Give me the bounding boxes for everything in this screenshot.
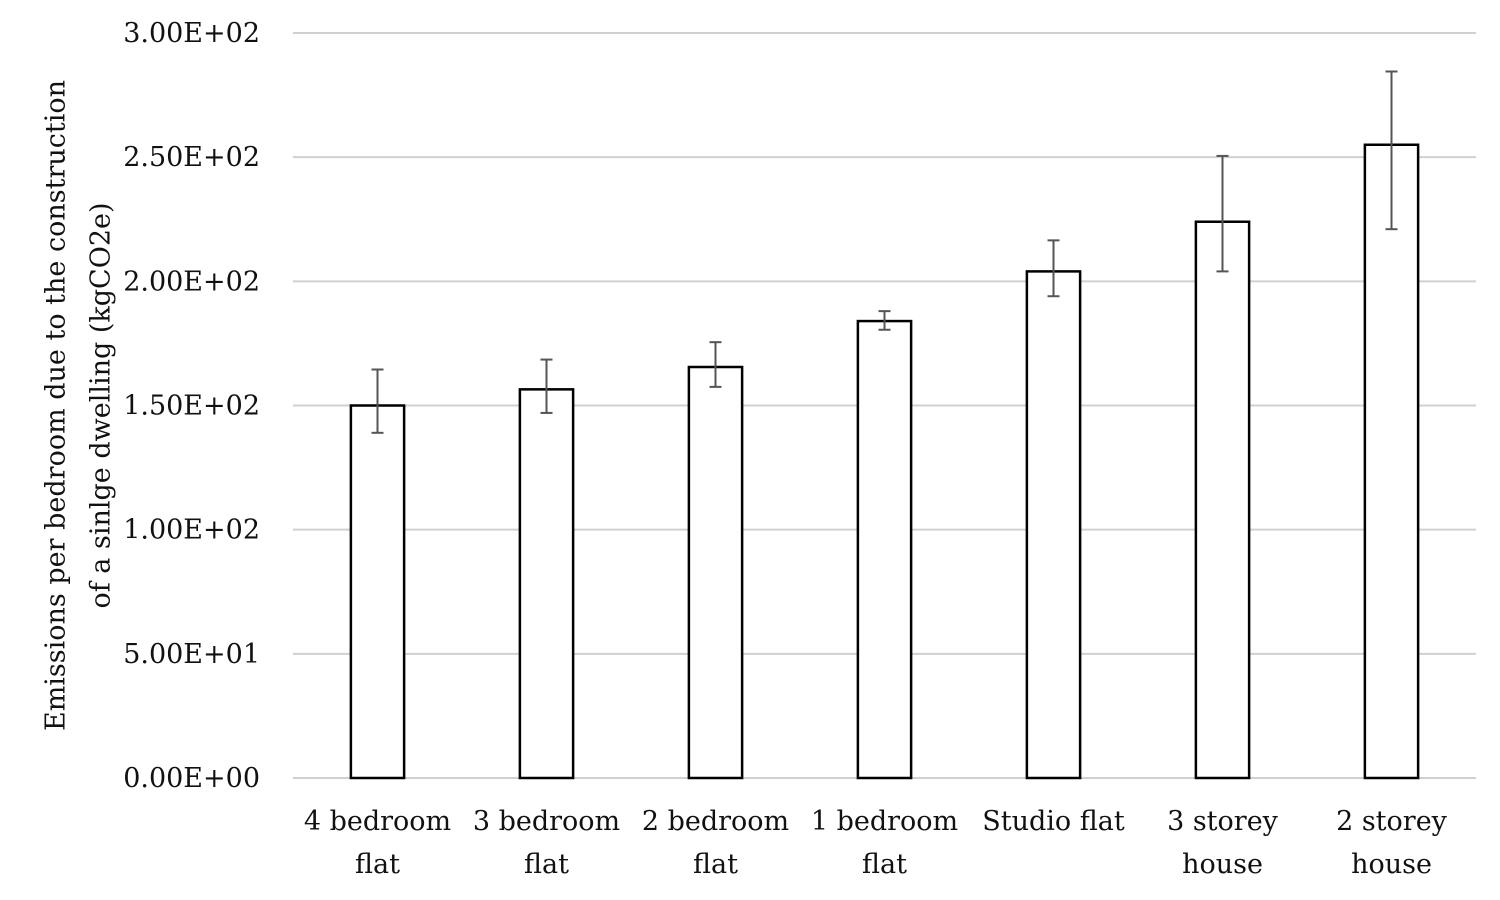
x-tick-label: Studio flat — [982, 806, 1125, 837]
y-tick-label: 1.00E+02 — [123, 515, 260, 546]
y-axis-title-line: of a sinlge dwelling (kgCO2e) — [86, 202, 117, 608]
x-tick-label: house — [1182, 849, 1263, 880]
error-bars — [371, 70, 1398, 434]
bar — [856, 319, 913, 780]
y-axis-title-line: Emissions per bedroom due to the constru… — [41, 80, 72, 731]
bar — [1025, 270, 1082, 780]
y-tick-label: 0.00E+00 — [123, 763, 260, 794]
x-tick-label: 3 bedroom — [473, 806, 620, 837]
x-tick-label: 4 bedroom — [304, 806, 451, 837]
bar — [1194, 220, 1251, 780]
bar — [1363, 143, 1420, 780]
y-tick-label: 5.00E+01 — [123, 639, 260, 670]
y-tick-label: 2.50E+02 — [123, 142, 260, 173]
y-tick-label: 3.00E+02 — [123, 18, 260, 49]
y-axis-title: Emissions per bedroom due to the constru… — [41, 80, 117, 731]
x-tick-label: flat — [693, 849, 738, 880]
bar — [687, 365, 744, 780]
y-axis-ticks: 0.00E+00 5.00E+01 1.00E+02 1.50E+02 2.00E+02… — [123, 18, 260, 794]
bar — [349, 404, 406, 780]
x-axis-categories: 4 bedroom flat 3 bedroom flat 2 bedroom flat 1… — [304, 806, 1448, 880]
x-tick-label: 2 storey — [1336, 806, 1448, 837]
x-tick-label: 1 bedroom — [811, 806, 958, 837]
x-tick-label: 2 bedroom — [642, 806, 789, 837]
bars — [349, 143, 1420, 780]
bar — [518, 388, 575, 780]
x-tick-label: house — [1351, 849, 1432, 880]
x-tick-label: flat — [524, 849, 569, 880]
y-tick-label: 2.00E+02 — [123, 266, 260, 297]
x-tick-label: 3 storey — [1167, 806, 1279, 837]
y-tick-label: 1.50E+02 — [123, 391, 260, 422]
x-tick-label: flat — [355, 849, 400, 880]
x-tick-label: flat — [862, 849, 907, 880]
